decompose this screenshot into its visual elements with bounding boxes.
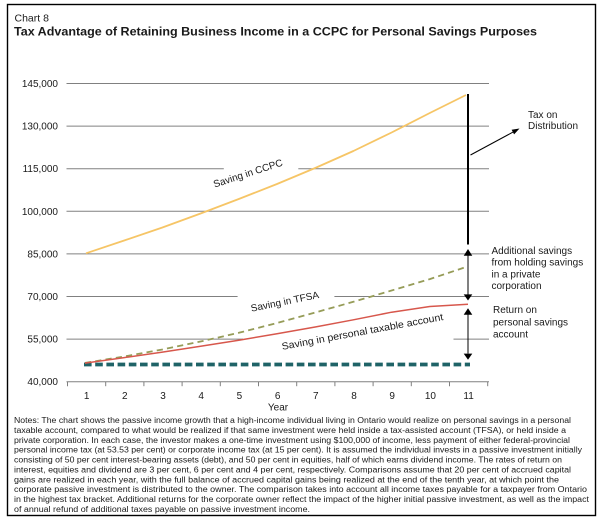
svg-text:4: 4 [198,391,204,402]
svg-text:of annual refund of additional: of annual refund of additional taxes pay… [14,505,310,514]
svg-text:55,000: 55,000 [27,335,58,346]
svg-text:40,000: 40,000 [27,377,58,388]
svg-text:5: 5 [237,391,243,402]
svg-text:Return on: Return on [493,305,537,316]
svg-text:10: 10 [425,391,437,402]
svg-text:personal savings: personal savings [493,317,568,328]
svg-text:consisting of 50 per cent inte: consisting of 50 per cent interest-beari… [14,456,562,465]
svg-text:8: 8 [351,391,357,402]
svg-text:Notes: The chart shows the pas: Notes: The chart shows the passive incom… [14,416,571,425]
svg-text:Chart 8: Chart 8 [15,12,50,24]
svg-text:personal income tax (at 53.53: personal income tax (at 53.53 per cent) … [14,446,582,455]
svg-text:Tax on: Tax on [528,110,557,121]
svg-text:2: 2 [122,391,128,402]
svg-text:9: 9 [389,391,395,402]
svg-text:100,000: 100,000 [22,207,59,218]
svg-text:Additional savings: Additional savings [492,246,573,257]
svg-text:3: 3 [160,391,166,402]
svg-text:from holding savings: from holding savings [492,258,584,269]
svg-text:1: 1 [84,391,90,402]
svg-text:corporation: corporation [492,281,542,292]
svg-text:6: 6 [275,391,281,402]
svg-text:145,000: 145,000 [22,79,59,90]
svg-text:85,000: 85,000 [27,249,58,260]
svg-text:account: account [493,330,528,341]
svg-text:taxable account, compared to w: taxable account, compared to what would … [14,426,567,435]
svg-text:130,000: 130,000 [22,122,59,133]
svg-text:Distribution: Distribution [528,121,578,132]
svg-text:gains are realized in each yea: gains are realized in each year, with th… [14,475,560,484]
svg-text:Year: Year [268,403,289,414]
svg-text:7: 7 [313,391,319,402]
svg-text:Tax Advantage of Retaining Bus: Tax Advantage of Retaining Business Inco… [14,25,537,39]
svg-text:in a private: in a private [492,269,541,280]
svg-text:70,000: 70,000 [27,292,58,303]
svg-text:corporate passive investment i: corporate passive investment is distribu… [14,485,588,494]
svg-text:11: 11 [463,391,474,402]
svg-text:115,000: 115,000 [23,164,59,175]
svg-text:in the highest tax bracket. Ad: in the highest tax bracket. Additional r… [14,495,590,504]
svg-text:private corporation. In each c: private corporation. In each case, the i… [14,436,570,445]
svg-text:Saving in TFSA: Saving in TFSA [250,290,320,315]
svg-text:interest, equities and dividen: interest, equities and dividend are 3 pe… [14,465,571,474]
